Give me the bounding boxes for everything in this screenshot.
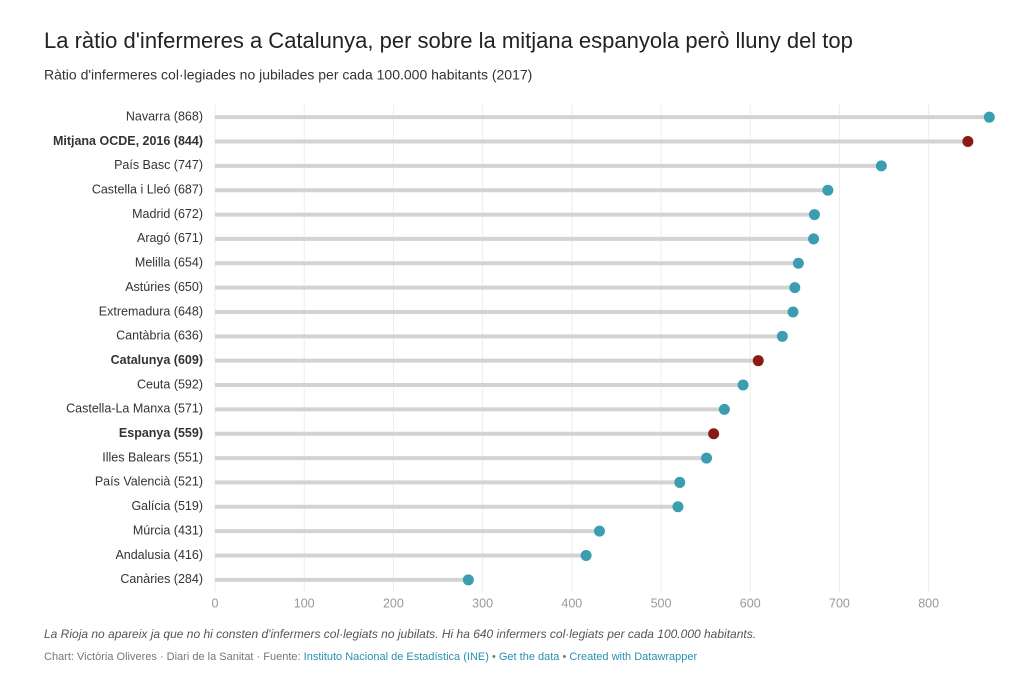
- x-tick-label: 400: [561, 596, 582, 610]
- credits: Chart: Victòria Oliveres · Diari de la S…: [44, 651, 698, 663]
- dot: [822, 184, 834, 196]
- y-tick-label: Madrid (672): [132, 207, 203, 221]
- credit: Chart: Victòria Oliveres · Diari de la S…: [44, 651, 301, 663]
- dot: [701, 452, 713, 464]
- y-tick-label: Melilla (654): [135, 256, 203, 270]
- y-tick-label: Canàries (284): [120, 572, 203, 586]
- dot: [875, 160, 887, 172]
- dot: [808, 233, 820, 245]
- dot: [580, 549, 592, 561]
- dot: [752, 355, 764, 367]
- y-tick-label: Aragó (671): [137, 231, 203, 245]
- y-tick-label: Illes Balears (551): [102, 450, 203, 464]
- dot: [789, 282, 801, 294]
- x-tick-label: 800: [918, 596, 939, 610]
- y-tick-label: Cantàbria (636): [116, 329, 203, 343]
- source-link[interactable]: Instituto Nacional de Estadística (INE): [304, 651, 489, 663]
- dot: [708, 428, 720, 440]
- x-tick-label: 700: [829, 596, 850, 610]
- chart-subtitle: Ràtio d'infermeres col·legiades no jubil…: [44, 67, 532, 83]
- x-tick-label: 0: [212, 596, 219, 610]
- y-tick-label: Ceuta (592): [137, 377, 203, 391]
- dot: [983, 111, 995, 123]
- dot: [808, 209, 820, 221]
- dot: [792, 257, 804, 269]
- x-tick-label: 200: [383, 596, 404, 610]
- y-tick-label: País Basc (747): [114, 158, 203, 172]
- y-tick-label: Múrcia (431): [133, 523, 203, 537]
- dot: [962, 136, 974, 148]
- separator: •: [562, 651, 566, 663]
- y-tick-label: Castella i Lleó (687): [92, 183, 203, 197]
- dot: [776, 330, 788, 342]
- dot: [674, 476, 686, 488]
- y-tick-label: Astúries (650): [125, 280, 203, 294]
- dot: [718, 403, 730, 415]
- y-tick-label: Catalunya (609): [111, 353, 203, 367]
- dot: [462, 574, 474, 586]
- x-tick-label: 600: [740, 596, 761, 610]
- get-data-link[interactable]: Get the data: [499, 651, 560, 663]
- dot: [737, 379, 749, 391]
- dot: [672, 501, 684, 513]
- y-tick-label: Andalusia (416): [115, 548, 203, 562]
- y-tick-label: Extremadura (648): [99, 304, 203, 318]
- x-tick-label: 500: [651, 596, 672, 610]
- x-tick-label: 300: [472, 596, 493, 610]
- separator: •: [492, 651, 496, 663]
- y-tick-label: Navarra (868): [126, 109, 203, 123]
- y-tick-label: País Valencià (521): [95, 475, 203, 489]
- y-tick-label: Espanya (559): [119, 426, 203, 440]
- dot: [787, 306, 799, 318]
- x-tick-label: 100: [294, 596, 315, 610]
- y-tick-label: Galícia (519): [131, 499, 203, 513]
- datawrapper-link[interactable]: Created with Datawrapper: [569, 651, 697, 663]
- chart-title: La ràtio d'infermeres a Catalunya, per s…: [44, 28, 853, 53]
- note: La Rioja no apareix ja que no hi consten…: [44, 627, 756, 641]
- dot: [593, 525, 605, 537]
- y-tick-label: Castella-La Manxa (571): [66, 402, 203, 416]
- y-tick-label: Mitjana OCDE, 2016 (844): [53, 134, 203, 148]
